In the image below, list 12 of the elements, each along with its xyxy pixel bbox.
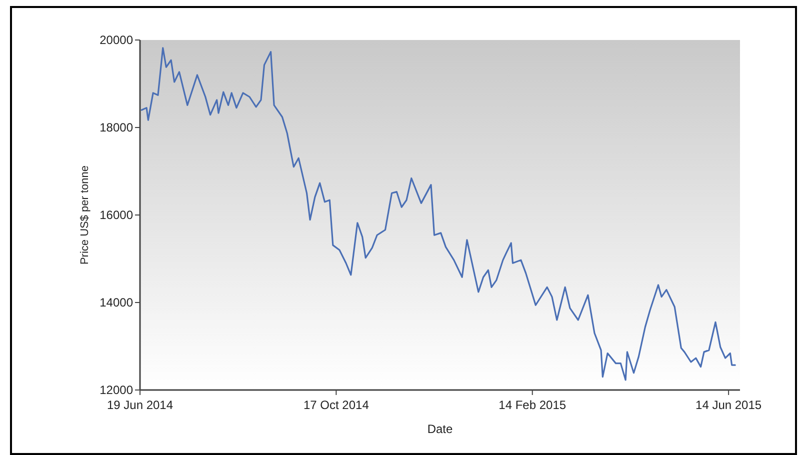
x-axis-title: Date	[427, 422, 453, 436]
y-tick-label: 16000	[100, 208, 134, 222]
x-tick-label: 19 Jun 2014	[106, 398, 174, 412]
y-tick-label: 14000	[100, 296, 134, 310]
y-tick-label: 12000	[100, 383, 134, 398]
x-tick-label: 17 Oct 2014	[303, 398, 370, 412]
line-series	[140, 47, 736, 381]
y-tick-label: 20000	[100, 33, 134, 48]
x-tick-label: 14 Jun 2015	[696, 398, 762, 412]
x-tick-label: 14 Feb 2015	[498, 398, 566, 412]
y-axis-title: Price US$ per tonne	[79, 165, 91, 265]
y-tick-label: 18000	[100, 120, 134, 135]
